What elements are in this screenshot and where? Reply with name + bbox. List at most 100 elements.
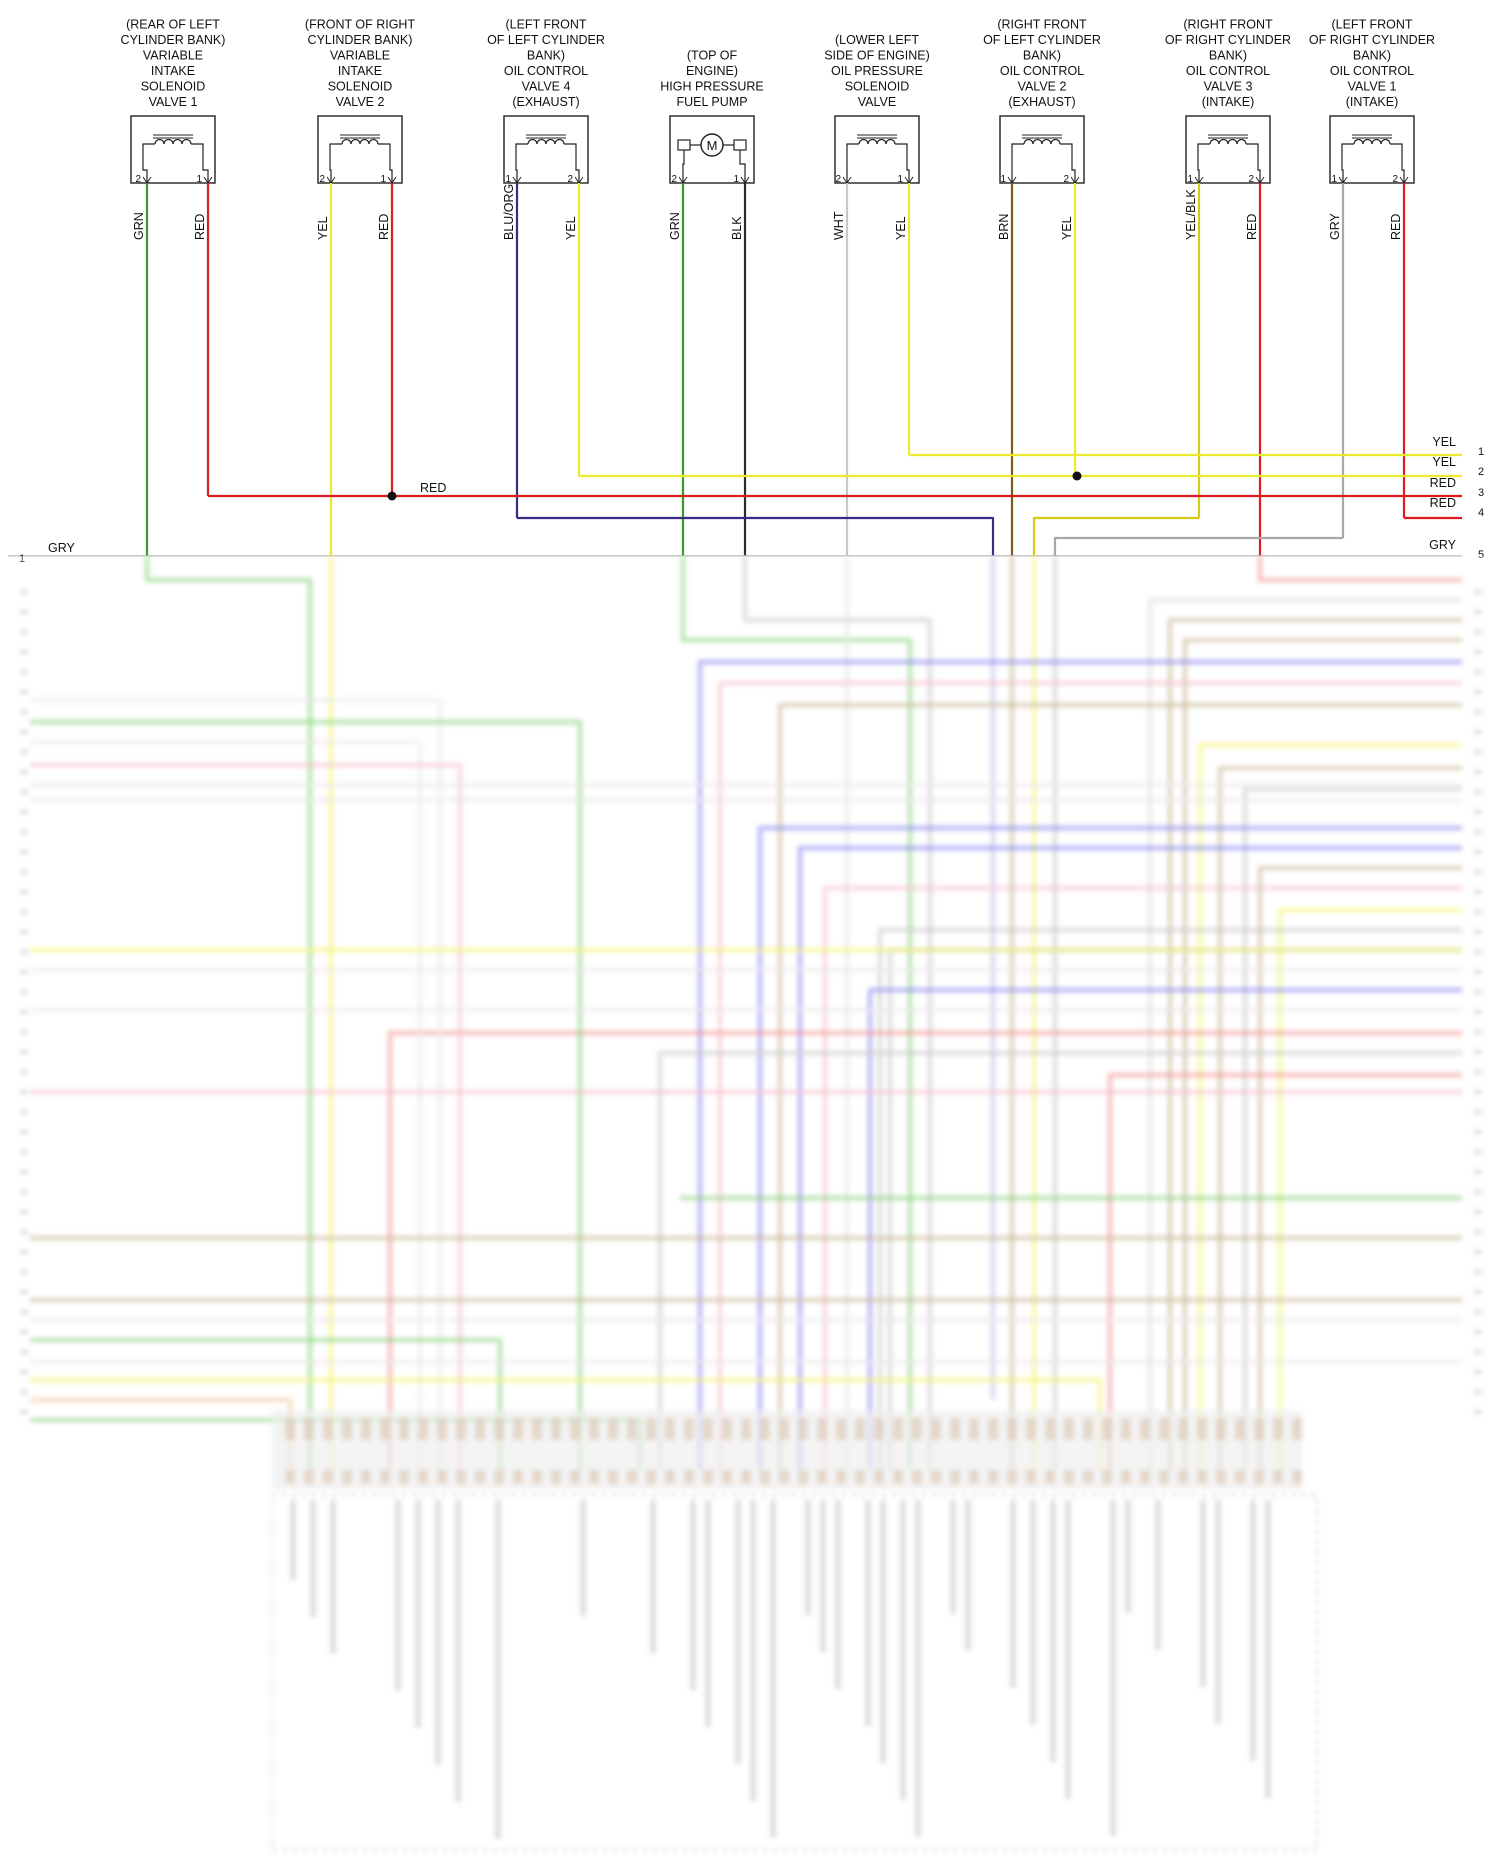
row-number — [1474, 850, 1482, 854]
pin-function-text — [1250, 1500, 1256, 1761]
row-number — [20, 910, 28, 914]
row-number — [1474, 1190, 1482, 1194]
harness-wire — [757, 825, 1462, 1470]
component-title-line: SOLENOID — [328, 80, 393, 94]
connector-pin — [703, 1418, 713, 1440]
connector-pin — [361, 1418, 371, 1440]
wire-gry-run — [1053, 536, 1343, 556]
pin-function-text — [690, 1500, 696, 1690]
row-number — [1474, 1290, 1482, 1294]
row-number — [20, 930, 28, 934]
pin-function-text — [1155, 1500, 1161, 1650]
component-title-line: BANK) — [527, 49, 565, 63]
solenoid-coil-icon — [142, 134, 209, 183]
connector-pin — [1197, 1418, 1207, 1440]
pin-function-text — [750, 1500, 756, 1801]
connector-pin — [1083, 1418, 1093, 1440]
row-number — [20, 1390, 28, 1394]
row-number — [1474, 1350, 1482, 1354]
pin-number: 1 — [1331, 174, 1337, 185]
component-title-line: OIL PRESSURE — [831, 64, 923, 78]
harness-wire — [797, 845, 1462, 1470]
connector-pin — [513, 1470, 523, 1484]
row-number — [1474, 650, 1482, 654]
connector-pin — [760, 1470, 770, 1484]
connector-pin — [1273, 1418, 1283, 1440]
pin-function-text — [310, 1500, 316, 1617]
component-title-line: SOLENOID — [845, 80, 910, 94]
row-number — [1474, 990, 1482, 994]
row-number — [20, 1150, 28, 1154]
connector-pin — [950, 1418, 960, 1440]
pin-function-text — [965, 1500, 971, 1651]
connector-pin — [1235, 1470, 1245, 1484]
pin-number: 2 — [319, 174, 325, 185]
component-title-line: (REAR OF LEFT — [126, 18, 220, 32]
connector-pin — [304, 1418, 314, 1440]
connector-pin — [988, 1470, 998, 1484]
solenoid-coil-icon — [515, 134, 580, 183]
component-title-line: (RIGHT FRONT — [1183, 18, 1273, 32]
component-title-line: OIL CONTROL — [1330, 64, 1414, 78]
connector-pin — [456, 1470, 466, 1484]
pin-function-text — [1265, 1500, 1271, 1798]
pin-function-text — [1200, 1500, 1206, 1687]
harness-wire — [877, 927, 1462, 1470]
row-number — [1474, 970, 1482, 974]
row-number — [1474, 1010, 1482, 1014]
wires-layer — [8, 183, 1462, 557]
component-title-line: (LOWER LEFT — [835, 33, 919, 47]
component-title-line: (INTAKE) — [1346, 95, 1399, 109]
motor-letter: M — [707, 138, 718, 153]
connector-pin — [855, 1418, 865, 1440]
component-title-line: (INTAKE) — [1202, 95, 1255, 109]
solenoid-coil-icon — [329, 134, 393, 183]
row-number — [1474, 1210, 1482, 1214]
right-row-label: GRY — [1429, 538, 1457, 552]
row-number — [1474, 1370, 1482, 1374]
pin-number: 2 — [1248, 174, 1254, 185]
harness-wire — [1197, 742, 1462, 1470]
wire-color-label: YEL — [564, 216, 578, 240]
left-row-number: 1 — [19, 553, 25, 565]
right-row-number: 1 — [1478, 446, 1484, 458]
row-number — [20, 1250, 28, 1254]
row-number — [1474, 1170, 1482, 1174]
pin-function-text — [1215, 1500, 1221, 1724]
connector-pin — [1235, 1418, 1245, 1440]
wire-color-label: GRY — [1328, 212, 1342, 240]
pin-function-text — [835, 1500, 841, 1689]
row-number — [1474, 790, 1482, 794]
connector-pin — [988, 1418, 998, 1440]
component-title-line: OF LEFT CYLINDER — [487, 33, 605, 47]
component-title-line: CYLINDER BANK) — [308, 33, 413, 47]
splice-dot — [1072, 471, 1082, 481]
pin-number: 2 — [1063, 174, 1069, 185]
connector-pin — [342, 1470, 352, 1484]
solenoid-coil-icon — [846, 134, 910, 183]
component-title-line: (EXHAUST) — [512, 95, 579, 109]
pin-function-text — [915, 1500, 921, 1837]
harness-wire — [30, 762, 463, 1470]
row-number — [20, 1090, 28, 1094]
connector-pin — [589, 1470, 599, 1484]
connector-pin — [817, 1470, 827, 1484]
right-row-label: YEL — [1432, 435, 1456, 449]
connector-pin — [912, 1470, 922, 1484]
component-title-line: (EXHAUST) — [1008, 95, 1075, 109]
connector-pin — [684, 1470, 694, 1484]
row-number — [1474, 1050, 1482, 1054]
right-row-number: 5 — [1478, 549, 1484, 561]
connector-pin — [608, 1470, 618, 1484]
row-number — [1474, 610, 1482, 614]
pin-function-text — [580, 1500, 586, 1616]
connector-pin — [323, 1418, 333, 1440]
row-number — [20, 870, 28, 874]
row-number — [1474, 750, 1482, 754]
row-number — [20, 1290, 28, 1294]
connector-pin — [608, 1418, 618, 1440]
right-row-label: RED — [1430, 476, 1456, 490]
